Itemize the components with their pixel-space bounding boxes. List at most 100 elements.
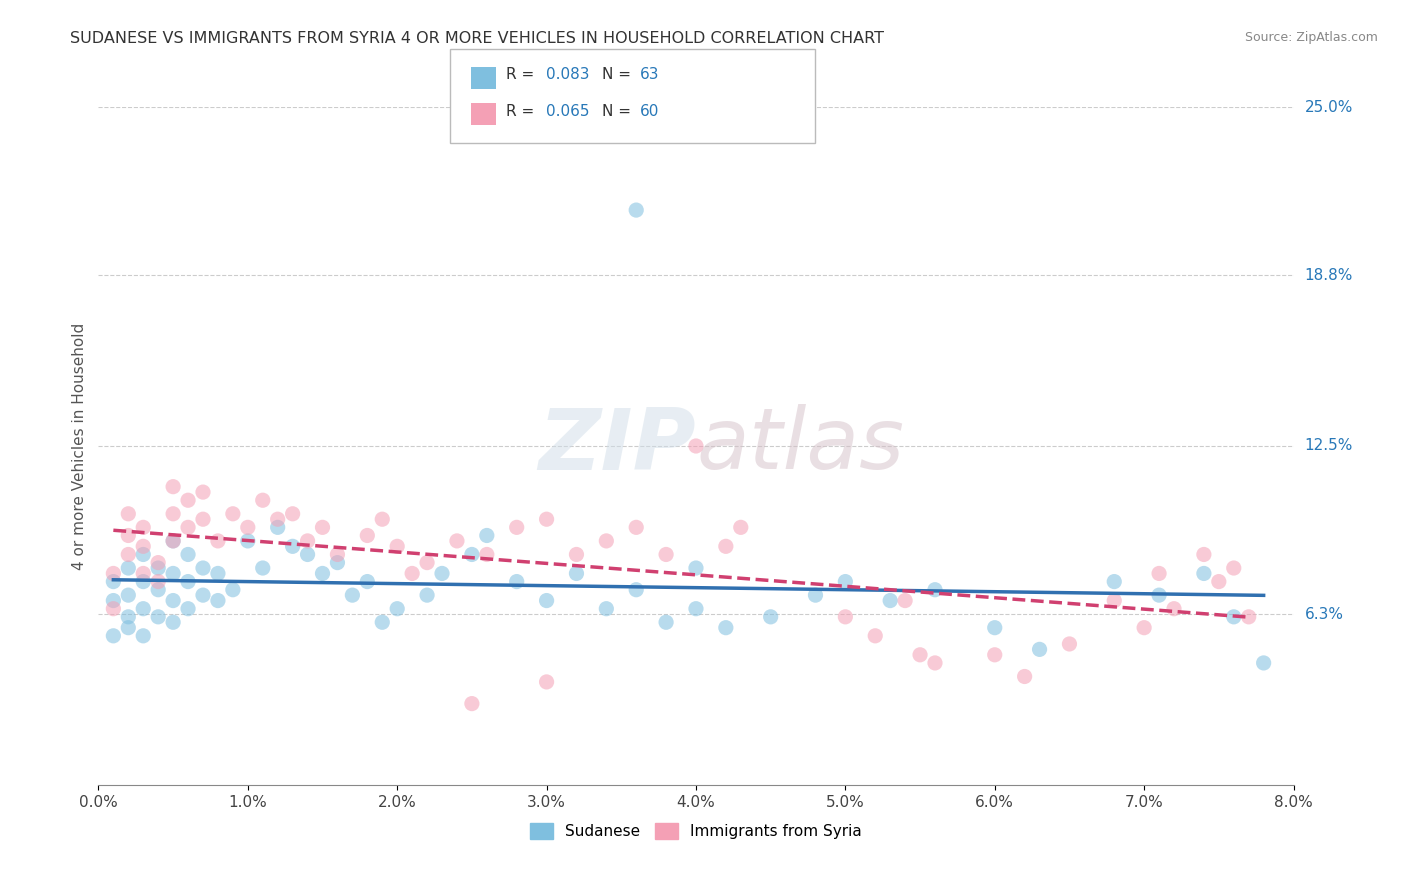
Point — [162, 615, 184, 630]
Point — [430, 566, 453, 581]
Point — [103, 593, 125, 607]
Point — [536, 674, 558, 689]
Point — [506, 574, 529, 589]
Point — [908, 648, 931, 662]
Text: N =: N = — [602, 68, 636, 82]
Point — [177, 493, 200, 508]
Point — [117, 588, 139, 602]
Text: ZIP: ZIP — [538, 404, 696, 488]
Point — [177, 520, 200, 534]
Point — [148, 556, 170, 570]
Point — [222, 582, 245, 597]
Point — [685, 561, 707, 575]
Point — [162, 507, 184, 521]
Text: atlas: atlas — [696, 404, 904, 488]
Point — [252, 561, 274, 575]
Point — [103, 601, 125, 615]
Point — [132, 539, 155, 553]
Point — [714, 539, 737, 553]
Point — [1104, 574, 1126, 589]
Point — [565, 548, 588, 562]
Point — [252, 493, 274, 508]
Point — [565, 566, 588, 581]
Text: R =: R = — [506, 104, 540, 119]
Point — [626, 520, 648, 534]
Point — [162, 566, 184, 581]
Point — [475, 528, 498, 542]
Point — [1223, 561, 1246, 575]
Point — [879, 593, 901, 607]
Point — [685, 439, 707, 453]
Point — [446, 533, 468, 548]
Point — [236, 533, 259, 548]
Point — [1104, 593, 1126, 607]
Point — [207, 533, 229, 548]
Text: 0.065: 0.065 — [546, 104, 589, 119]
Point — [1133, 621, 1156, 635]
Point — [132, 601, 155, 615]
Point — [834, 610, 856, 624]
Point — [626, 582, 648, 597]
Point — [117, 621, 139, 635]
Point — [1253, 656, 1275, 670]
Point — [804, 588, 827, 602]
Point — [461, 697, 484, 711]
Point — [356, 528, 378, 542]
Point — [148, 582, 170, 597]
Point — [117, 528, 139, 542]
Point — [1059, 637, 1081, 651]
Point — [191, 512, 214, 526]
Point — [385, 539, 409, 553]
Point — [132, 629, 155, 643]
Point — [416, 556, 439, 570]
Point — [177, 574, 200, 589]
Point — [162, 533, 184, 548]
Point — [207, 566, 229, 581]
Point — [103, 566, 125, 581]
Point — [924, 656, 946, 670]
Y-axis label: 4 or more Vehicles in Household: 4 or more Vehicles in Household — [72, 322, 87, 570]
Point — [371, 512, 394, 526]
Point — [595, 533, 617, 548]
Text: 18.8%: 18.8% — [1305, 268, 1353, 283]
Point — [148, 574, 170, 589]
Point — [148, 610, 170, 624]
Point — [297, 533, 319, 548]
Point — [416, 588, 439, 602]
Text: 60: 60 — [640, 104, 659, 119]
Point — [1147, 566, 1170, 581]
Point — [281, 507, 304, 521]
Point — [177, 548, 200, 562]
Point — [1163, 601, 1185, 615]
Point — [984, 621, 1007, 635]
Point — [132, 548, 155, 562]
Point — [1014, 669, 1036, 683]
Text: 12.5%: 12.5% — [1305, 439, 1353, 453]
Point — [924, 582, 946, 597]
Point — [759, 610, 782, 624]
Point — [117, 610, 139, 624]
Point — [401, 566, 423, 581]
Point — [342, 588, 364, 602]
Point — [267, 512, 290, 526]
Point — [475, 548, 498, 562]
Point — [536, 593, 558, 607]
Text: 6.3%: 6.3% — [1305, 607, 1344, 622]
Point — [191, 588, 214, 602]
Point — [730, 520, 752, 534]
Point — [267, 520, 290, 534]
Point — [714, 621, 737, 635]
Point — [1147, 588, 1170, 602]
Point — [655, 548, 678, 562]
Point — [984, 648, 1007, 662]
Text: R =: R = — [506, 68, 540, 82]
Point — [356, 574, 378, 589]
Text: 63: 63 — [640, 68, 659, 82]
Point — [1237, 610, 1260, 624]
Point — [371, 615, 394, 630]
Text: 25.0%: 25.0% — [1305, 100, 1353, 114]
Text: Source: ZipAtlas.com: Source: ZipAtlas.com — [1244, 31, 1378, 45]
Point — [191, 561, 214, 575]
Text: SUDANESE VS IMMIGRANTS FROM SYRIA 4 OR MORE VEHICLES IN HOUSEHOLD CORRELATION CH: SUDANESE VS IMMIGRANTS FROM SYRIA 4 OR M… — [70, 31, 884, 46]
Point — [162, 480, 184, 494]
